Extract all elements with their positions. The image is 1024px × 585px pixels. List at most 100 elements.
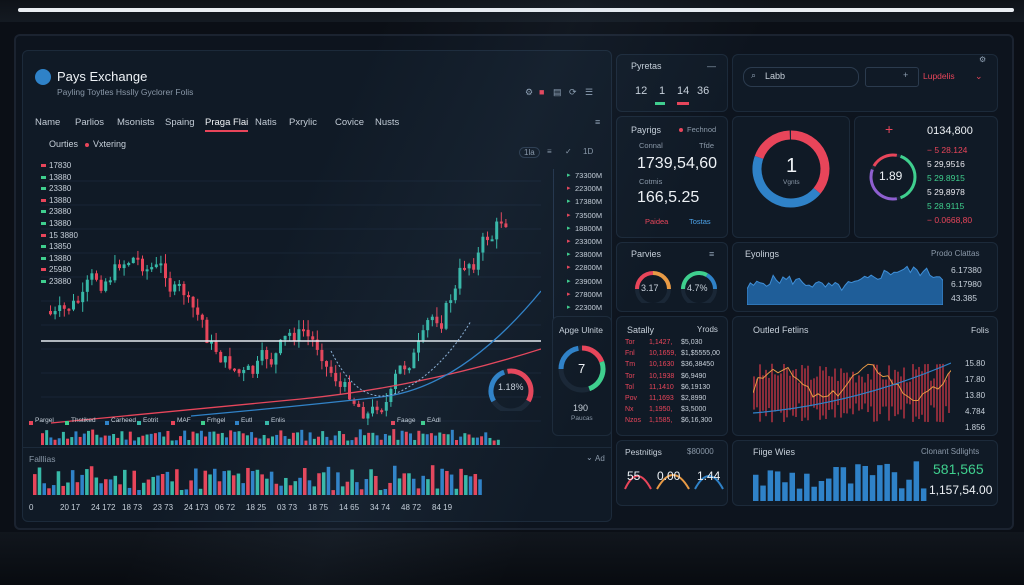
ladder-value: 23900M: [575, 276, 603, 286]
menu-icon[interactable]: ☰: [585, 87, 594, 97]
bottom-volume-bar: [312, 486, 317, 495]
outled-bar: [909, 381, 911, 405]
legend-swatch: [171, 421, 175, 425]
chart-control-1[interactable]: 1la: [519, 147, 540, 158]
add-icon[interactable]: +: [903, 70, 909, 80]
alert-icon[interactable]: ■: [539, 87, 545, 97]
volume-bar: [250, 432, 254, 445]
satally-row-b: $36,38450: [681, 361, 715, 369]
candle-body: [444, 302, 448, 329]
tab-covice[interactable]: Covice: [335, 117, 365, 128]
volume-bar: [237, 431, 241, 445]
legend-swatch: [265, 421, 269, 425]
candle-body: [499, 221, 503, 224]
legend-entry: Pargel: [35, 417, 54, 424]
satally-row-key: Tol: [625, 383, 634, 391]
bottom-volume-bar: [80, 474, 84, 495]
volume-bar: [275, 434, 279, 445]
settings-small-icon[interactable]: ⚙: [979, 55, 987, 64]
bottom-volume-bar: [350, 469, 354, 495]
volume-bar: [492, 440, 496, 445]
apge-gauge: [558, 345, 606, 393]
chart-icon[interactable]: ▤: [553, 87, 562, 97]
bottom-volume-bar: [37, 467, 42, 495]
tab-natis[interactable]: Natis: [255, 117, 277, 128]
moving-average-blue: [190, 290, 541, 417]
ladder-value: 23800M: [575, 250, 603, 260]
tab-msonists[interactable]: Msonists: [117, 117, 155, 128]
filter-box[interactable]: [865, 67, 919, 87]
bottom-volume-bar: [222, 471, 227, 495]
chevron-down-icon[interactable]: ⌄: [586, 453, 593, 462]
satally-row-a: 1,1950,: [649, 406, 673, 414]
fiige-bar: [877, 465, 883, 501]
dropdown-icon[interactable]: ⌄: [975, 71, 983, 81]
candle-body: [398, 365, 402, 374]
crosshair-icon[interactable]: +: [885, 121, 894, 137]
tab-parlios[interactable]: Parlios: [75, 117, 105, 128]
bottom-volume-bar: [468, 476, 473, 495]
ladder-value: 22800M: [575, 263, 603, 273]
bottom-chart-dropdown[interactable]: Ad: [595, 454, 605, 463]
lupdelis-button[interactable]: Lupdelis: [923, 71, 955, 81]
tab-spaing[interactable]: Spaing: [165, 117, 195, 128]
bottom-volume-bar: [265, 478, 269, 495]
volume-bar: [112, 433, 116, 445]
search-input-box[interactable]: [743, 67, 859, 87]
candle-body: [228, 356, 232, 369]
candle-body: [357, 403, 361, 407]
chart-control-4[interactable]: 1D: [583, 147, 594, 156]
outled-bar: [918, 366, 920, 420]
satally-row-b: $6,9490: [681, 372, 707, 380]
ladder-value: 23300M: [575, 237, 603, 246]
pyretas-v2: 1: [659, 85, 666, 97]
candle-body: [136, 257, 140, 260]
volume-bar: [421, 433, 425, 445]
settings-icon[interactable]: ⚙: [525, 87, 534, 97]
volume-bar: [82, 433, 86, 445]
outled-bar: [756, 378, 758, 408]
ladder-arrow-icon: ▸: [567, 172, 571, 179]
volume-bar: [434, 435, 438, 445]
candle-body: [306, 329, 310, 337]
chart-control-3[interactable]: ✓: [565, 147, 572, 156]
bottom-volume-bar: [99, 483, 103, 495]
refresh-icon[interactable]: ⟳: [569, 87, 577, 97]
bottom-volume-bar: [440, 468, 444, 495]
payrigs-foot-left[interactable]: Paidea: [645, 217, 669, 226]
bottom-volume-bar: [383, 488, 388, 495]
bottom-volume-bar: [113, 475, 118, 495]
price-tick-label: 13880: [49, 253, 72, 263]
payrigs-foot-right[interactable]: Tostas: [689, 217, 711, 226]
candle-body: [384, 402, 388, 411]
donut-label: Vgnts: [783, 179, 800, 186]
volume-bar: [409, 433, 412, 445]
chart-control-2[interactable]: ≡: [547, 147, 552, 156]
bottom-volume-bar: [473, 474, 478, 495]
gauge-arc: [705, 273, 717, 290]
tab-name[interactable]: Name: [35, 117, 61, 128]
tab-praga-flai[interactable]: Praga Flai: [205, 117, 249, 132]
outled-bar: [882, 379, 884, 407]
volume-bar: [283, 436, 287, 445]
bottom-x-tick: 18 73: [122, 503, 143, 512]
parvies-menu-icon[interactable]: ≡: [709, 249, 715, 259]
chart-legend: Vxtering: [93, 139, 127, 149]
tab-pxrylic[interactable]: Pxrylic: [289, 117, 317, 128]
outled-line: [753, 363, 951, 402]
apge-bottom: 190: [573, 403, 589, 413]
bottom-volume-bar: [75, 482, 80, 495]
pyretas-close-icon[interactable]: —: [707, 61, 716, 71]
payrigs-main-value: 1739,54,60: [637, 155, 718, 172]
outled-title: Outled Fetlins: [753, 325, 809, 335]
tab-nusts[interactable]: Nusts: [375, 117, 400, 128]
parvies-gauge-2: [681, 271, 717, 303]
search-input[interactable]: Labb: [765, 71, 786, 81]
bottom-volume-bar: [33, 474, 37, 495]
legend-entry: Faage: [397, 417, 416, 424]
outled-bar: [753, 376, 755, 410]
volume-bar: [174, 440, 178, 445]
panel-menu-icon[interactable]: ≡: [595, 117, 601, 127]
pestnitigs-tag: $80000: [687, 447, 714, 456]
bottom-volume-bar: [269, 471, 274, 495]
